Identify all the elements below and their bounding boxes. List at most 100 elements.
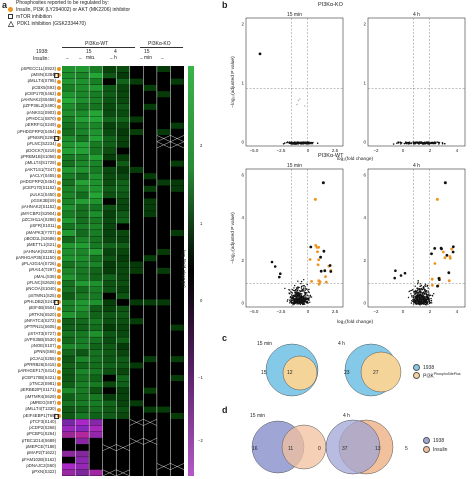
heatmap-cell (156, 236, 171, 243)
heatmap-cell (116, 248, 130, 255)
heatmap-cell (62, 368, 76, 375)
heatmap-cell (89, 324, 103, 331)
venn-c-legend-pi3k: PI3KPhosphoSitePlus (413, 372, 461, 379)
orange-circle-icon (57, 155, 61, 160)
heatmap-cell (143, 381, 157, 388)
heatmap-cell (129, 166, 144, 173)
heatmap-cell (143, 198, 157, 205)
heatmap-cell (102, 230, 116, 237)
heatmap-cell (75, 160, 89, 167)
data-point (421, 289, 424, 291)
heatmap-cell (129, 135, 144, 142)
heatmap-cell (116, 242, 130, 249)
heatmap-cell (102, 185, 116, 192)
data-point (431, 302, 433, 304)
orange-circle-icon (57, 136, 61, 141)
data-point (305, 298, 308, 301)
data-point (291, 289, 294, 291)
data-point (420, 288, 422, 290)
heatmap-cell (143, 318, 157, 325)
row-label: pSTAT3(S727) (27, 330, 56, 336)
heatmap-cell (62, 293, 76, 300)
significant-point (447, 279, 451, 283)
data-point (424, 293, 426, 295)
heatmap-cell (170, 217, 184, 224)
heatmap-cell (102, 457, 116, 464)
data-point (423, 142, 426, 144)
heatmap-cell (116, 381, 130, 388)
heatmap-cell (156, 375, 171, 382)
heatmap-cell (156, 286, 171, 293)
data-point (258, 52, 262, 56)
heatmap-cell (102, 450, 116, 457)
heatmap-cell (116, 356, 130, 363)
heatmap-cell (170, 406, 184, 413)
heatmap-cell (102, 337, 116, 344)
heatmap-cell (62, 381, 76, 388)
heatmap-cell (116, 110, 130, 117)
row-label: pMEPCE(T188) (25, 444, 56, 450)
row-label: pSPECC1L(S923) (21, 65, 56, 71)
heatmap-cell (143, 444, 157, 451)
heatmap-cell (156, 305, 171, 312)
heatmap-cell (129, 72, 144, 79)
ko-title: PI3Kα-KO (318, 2, 343, 8)
heatmap-cell (129, 84, 144, 91)
heatmap-cell (156, 457, 171, 464)
heatmap-cell (75, 318, 89, 325)
heatmap-cell (129, 431, 144, 438)
y-tick-label: 0 (241, 140, 244, 145)
data-point (424, 284, 426, 287)
heatmap-cell (75, 72, 89, 79)
heatmap-cell (156, 400, 171, 407)
orange-circle-icon (57, 338, 61, 343)
plot-frame (367, 168, 466, 308)
heatmap-cell (170, 110, 184, 117)
data-point (419, 300, 421, 302)
heatmap-cell (75, 375, 89, 382)
heatmap-cell (156, 122, 171, 129)
data-point (294, 284, 296, 287)
row-label: pDOCK7(S219) (25, 147, 56, 153)
heatmap-cell (116, 330, 130, 337)
heatmap-cell (89, 154, 103, 161)
data-point (417, 280, 419, 282)
heatmap-cell (156, 129, 171, 136)
orange-circle-icon (57, 344, 61, 349)
heatmap-cell (156, 198, 171, 205)
heatmap-cell (129, 412, 144, 419)
heatmap-cell (102, 394, 116, 401)
data-point (292, 298, 294, 300)
heatmap-cell (116, 312, 130, 319)
legend-title: Phosphosites reported to be regulated by… (16, 0, 109, 6)
heatmap-cell (89, 248, 103, 255)
data-point (303, 141, 305, 143)
data-point (406, 141, 408, 144)
heatmap-cell (116, 179, 130, 186)
heatmap-cell (170, 356, 184, 363)
row-label: pPHDGFRP2(S454) (17, 128, 56, 134)
significant-point (317, 282, 321, 286)
heatmap-cell (102, 362, 116, 369)
heatmap-cell (89, 91, 103, 98)
data-point (425, 300, 428, 303)
heatmap-cell (62, 438, 76, 445)
heatmap-cell (75, 293, 89, 300)
venn-c-15-both: 12 (287, 370, 293, 376)
square-icon (54, 136, 59, 142)
heatmap-cell (156, 267, 171, 274)
col-insulin-sign: − (161, 56, 164, 62)
heatmap-cell (116, 362, 130, 369)
orange-circle-icon (57, 186, 61, 191)
heatmap-cell (89, 78, 103, 85)
data-point (420, 142, 422, 144)
colorbar-label: log₂(fold change) (180, 250, 186, 288)
heatmap-cell (170, 337, 184, 344)
data-point (427, 142, 430, 144)
orange-circle-icon (57, 256, 61, 261)
heatmap-cell (75, 211, 89, 218)
missing-cross (116, 469, 130, 477)
time-label: 15 min (86, 49, 95, 61)
data-point (422, 286, 425, 288)
